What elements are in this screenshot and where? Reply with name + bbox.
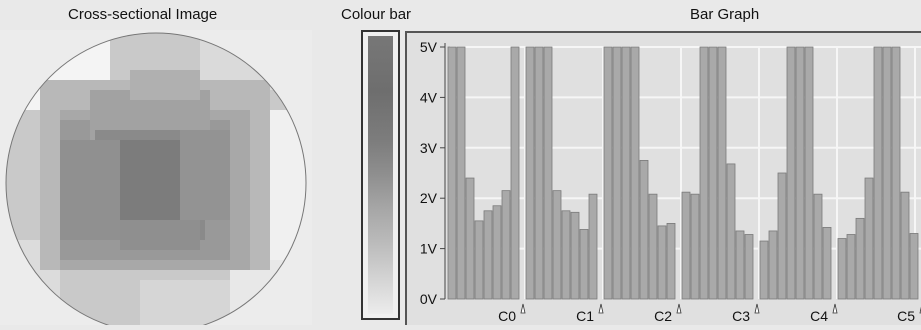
bar	[510, 46, 520, 300]
group-label: C3	[732, 308, 750, 324]
bar	[813, 193, 823, 300]
bar	[786, 46, 796, 300]
bar	[822, 227, 832, 300]
bar	[561, 210, 571, 300]
bar	[864, 177, 874, 300]
colour-bar-gradient	[368, 36, 393, 314]
bar	[630, 46, 640, 300]
bar	[525, 46, 535, 300]
bar	[465, 177, 475, 300]
bar	[846, 234, 856, 300]
group-label: C1	[576, 308, 594, 324]
bar	[768, 230, 778, 300]
y-tick-label: 3V	[420, 140, 438, 156]
cross-section-title: Cross-sectional Image	[68, 6, 218, 23]
marker-icon	[676, 303, 682, 314]
bar-graph-title: Bar Graph	[690, 6, 760, 23]
colour-bar	[361, 30, 400, 320]
bar	[639, 160, 649, 300]
bar	[855, 217, 865, 300]
bar	[744, 234, 754, 300]
bar	[882, 46, 892, 300]
bar	[873, 46, 883, 300]
marker-icon	[754, 303, 760, 314]
group-label: C4	[810, 308, 828, 324]
bar	[501, 190, 511, 300]
bar	[570, 211, 580, 300]
colour-bar-title: Colour bar	[341, 6, 412, 23]
group-label: C0	[498, 308, 516, 324]
y-tick-label: 4V	[420, 89, 438, 105]
bar	[447, 46, 457, 300]
bar	[534, 46, 544, 300]
marker-icon	[520, 303, 526, 314]
cross-sectional-image	[0, 30, 312, 330]
bar	[708, 46, 718, 300]
bar	[681, 191, 691, 300]
bar	[552, 190, 562, 300]
bar	[804, 46, 814, 300]
marker-icon	[832, 303, 838, 314]
bar	[483, 210, 493, 300]
bar	[474, 220, 484, 300]
bar	[648, 193, 658, 300]
y-tick-label: 1V	[420, 241, 438, 257]
bar	[543, 46, 553, 300]
bar	[621, 46, 631, 300]
y-tick-label: 5V	[420, 39, 438, 55]
bar	[726, 163, 736, 300]
bar	[777, 172, 787, 300]
bar	[456, 46, 466, 300]
bar	[690, 193, 700, 300]
bar	[891, 46, 901, 300]
marker-icon	[598, 303, 604, 314]
bar	[657, 225, 667, 300]
y-tick-label: 2V	[420, 190, 438, 206]
bar	[717, 46, 727, 300]
bar	[699, 46, 709, 300]
bar	[492, 205, 502, 300]
bar	[666, 222, 676, 300]
bar	[588, 193, 598, 300]
bar	[579, 229, 589, 300]
bar	[612, 46, 622, 300]
bar	[795, 46, 805, 300]
group-label: C2	[654, 308, 672, 324]
bar-graph-panel: 0V 1V 2V 3V 4V 5V C0 C1 C2 C3 C4 C5	[405, 31, 921, 325]
group-label: C5	[897, 308, 915, 324]
y-tick-label: 0V	[420, 291, 438, 307]
bar	[735, 230, 745, 300]
cross-section-svg	[0, 30, 312, 330]
bar	[900, 191, 910, 300]
bar	[759, 240, 769, 300]
bar	[837, 238, 847, 300]
bar-graph-svg: 0V 1V 2V 3V 4V 5V C0 C1 C2 C3 C4 C5	[420, 39, 921, 324]
bar	[603, 46, 613, 300]
bar	[909, 233, 919, 300]
